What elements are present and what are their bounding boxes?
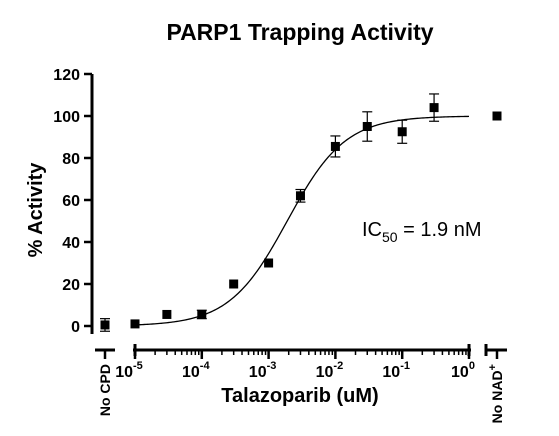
y-axis: 0 20 40 60 80 100 120 [53, 67, 94, 336]
x-tick-label: 10-3 [249, 360, 277, 381]
right-control-label: No NAD+ [487, 364, 505, 423]
ic50-subscript: 50 [382, 229, 398, 245]
chart-title: PARP1 Trapping Activity [166, 19, 433, 45]
x-tick-base: 10 [316, 364, 334, 381]
data-point [330, 135, 341, 158]
data-marker [492, 111, 502, 121]
x-tick-base: 10 [382, 364, 400, 381]
y-tick-label: 0 [71, 319, 80, 336]
y-tick-label: 20 [62, 277, 80, 294]
data-point [397, 119, 408, 144]
y-tick-label: 100 [53, 109, 80, 126]
data-marker [130, 319, 140, 329]
data-point [429, 93, 440, 122]
x-axis: 10-5 10-4 10-3 10-2 10-1 100 [115, 344, 475, 381]
y-axis-label: % Activity [25, 162, 47, 258]
x-tick-label: 10-5 [115, 360, 143, 381]
data-marker [264, 258, 274, 268]
x-axis-label: Talazoparib (uM) [221, 385, 378, 407]
data-point [362, 111, 373, 142]
x-tick-exponent: 0 [469, 360, 475, 372]
x-tick-label: 10-4 [182, 360, 210, 381]
side-axes: No CPD No NAD+ [95, 344, 507, 423]
data-marker [362, 122, 372, 131]
y-tick-label: 60 [62, 193, 80, 210]
y-tick-label: 80 [62, 151, 80, 168]
data-point [130, 319, 140, 329]
data-marker [330, 141, 340, 151]
y-tick-label: 120 [53, 67, 80, 84]
x-tick-exponent: -5 [133, 360, 143, 372]
data-point [162, 309, 172, 319]
data-marker [429, 103, 439, 113]
x-tick-base: 10 [249, 364, 267, 381]
data-point [196, 309, 207, 320]
data-point [229, 279, 239, 289]
x-tick-label: 100 [451, 360, 475, 381]
x-tick-exponent: -4 [200, 360, 211, 372]
ic50-annotation: IC50 = 1.9 nM [362, 219, 482, 245]
left-control-label: No CPD [97, 364, 113, 416]
data-marker [162, 309, 172, 319]
x-tick-exponent: -2 [333, 360, 343, 372]
x-tick-base: 10 [115, 364, 133, 381]
x-tick-base: 10 [182, 364, 200, 381]
data-marker [397, 127, 407, 137]
right-control-label-superscript: + [487, 364, 499, 370]
data-marker [229, 279, 239, 289]
ic50-value: = 1.9 nM [398, 219, 482, 241]
data-marker [295, 191, 305, 201]
control-point-no-nad [492, 111, 502, 121]
data-marker [100, 320, 110, 330]
data-point [264, 258, 274, 268]
right-control-label-text: No NAD [489, 370, 505, 423]
control-point-no-cpd [100, 318, 110, 332]
data-point [295, 188, 306, 203]
data-points [100, 93, 502, 332]
x-tick-base: 10 [451, 364, 469, 381]
x-tick-label: 10-2 [316, 360, 344, 381]
data-marker [197, 309, 207, 319]
y-tick-label: 40 [62, 235, 80, 252]
x-tick-exponent: -1 [400, 360, 410, 372]
x-tick-exponent: -3 [267, 360, 277, 372]
x-tick-label: 10-1 [382, 360, 410, 381]
ic50-prefix: IC [362, 219, 382, 241]
